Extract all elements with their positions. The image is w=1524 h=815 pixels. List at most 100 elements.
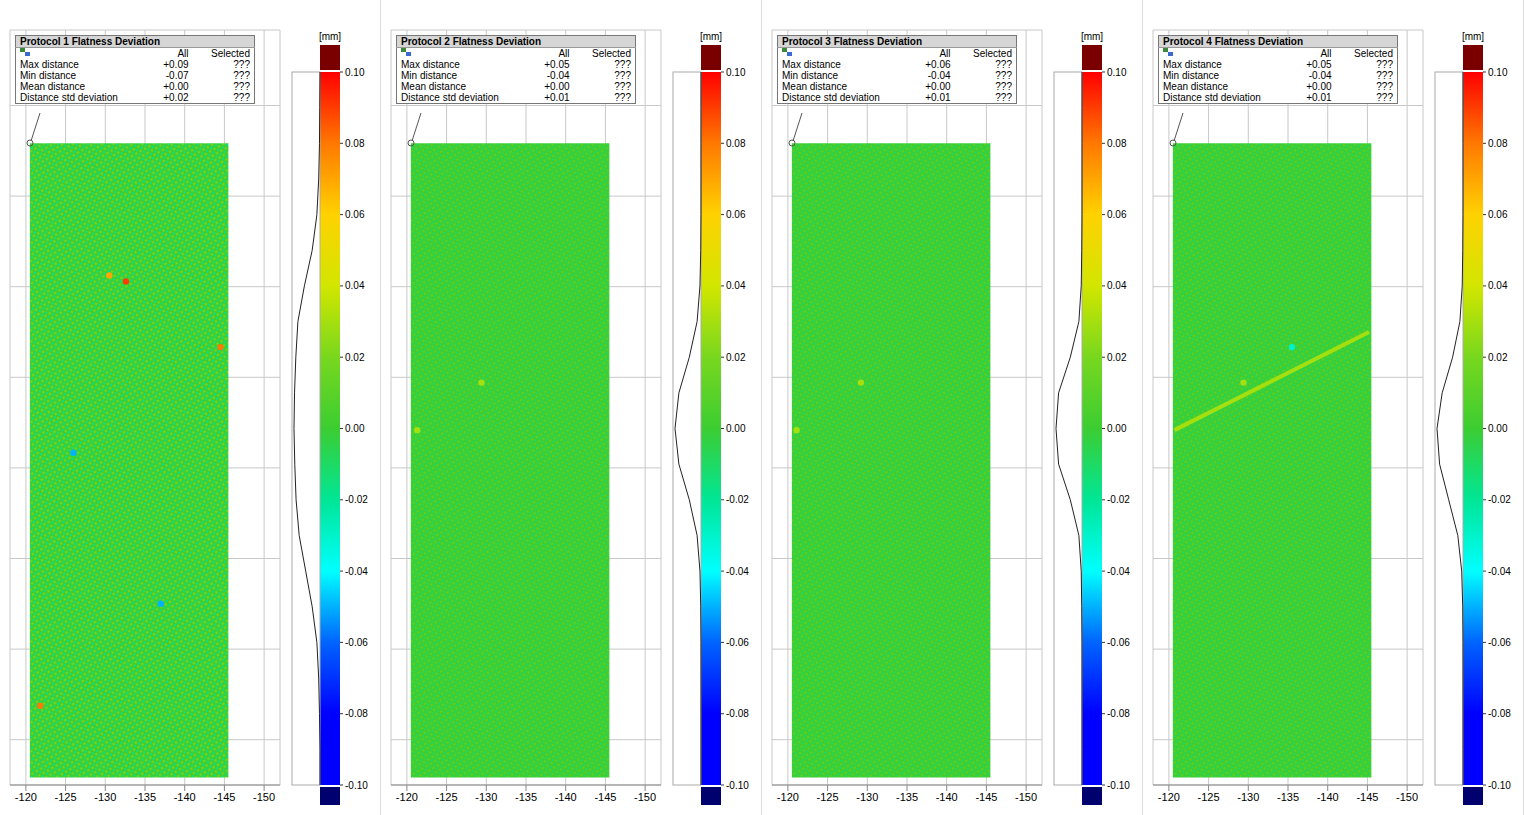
svg-text:0.06: 0.06 [345,209,365,220]
html-text:Selected: Selected [592,48,631,59]
svg-text:0.04: 0.04 [1488,280,1508,291]
svg-text:0.02: 0.02 [726,352,746,363]
svg-text:-130: -130 [94,791,116,803]
svg-text:-150: -150 [253,791,275,803]
svg-text:[mm]: [mm] [1462,31,1484,42]
svg-text:-0.04: -0.04 [345,566,368,577]
svg-text:-125: -125 [817,791,839,803]
svg-text:-150: -150 [1396,791,1418,803]
html-text:+0.00: +0.00 [544,81,570,92]
svg-text:-130: -130 [475,791,497,803]
svg-text:-0.08: -0.08 [1107,708,1130,719]
svg-text:-0.10: -0.10 [1107,780,1130,791]
html-text:Min distance: Min distance [401,70,458,81]
svg-text:-125: -125 [55,791,77,803]
html-text:Mean distance: Mean distance [20,81,85,92]
svg-text:-120: -120 [15,791,37,803]
svg-text:0.02: 0.02 [1488,352,1508,363]
html-text:Min distance: Min distance [20,70,77,81]
svg-text:0.06: 0.06 [1488,209,1508,220]
html-text:All: All [177,48,189,59]
svg-text:-0.06: -0.06 [1107,637,1130,648]
svg-text:-0.06: -0.06 [345,637,368,648]
svg-text:0.08: 0.08 [345,138,365,149]
svg-text:-0.10: -0.10 [1488,780,1511,791]
svg-text:-140: -140 [555,791,577,803]
svg-text:-145: -145 [1356,791,1378,803]
html-text:Selected: Selected [211,48,250,59]
svg-text:0.10: 0.10 [726,67,746,78]
svg-text:0.02: 0.02 [345,352,365,363]
svg-text:0.04: 0.04 [345,280,365,291]
svg-text:-0.04: -0.04 [1488,566,1511,577]
svg-text:-140: -140 [1317,791,1339,803]
html-text:+0.02: +0.02 [163,92,189,103]
html-text:Protocol 1 Flatness Deviation: Protocol 1 Flatness Deviation [20,36,160,47]
svg-text:-0.02: -0.02 [1488,494,1511,505]
svg-text:-0.06: -0.06 [1488,637,1511,648]
svg-text:-120: -120 [777,791,799,803]
svg-text:-0.08: -0.08 [345,708,368,719]
svg-text:[mm]: [mm] [1081,31,1103,42]
svg-text:0.10: 0.10 [345,67,365,78]
html-text:+0.09: +0.09 [163,59,189,70]
svg-text:0.08: 0.08 [1107,138,1127,149]
svg-text:-140: -140 [936,791,958,803]
svg-text:-0.06: -0.06 [726,637,749,648]
html-text:+0.05: +0.05 [544,59,570,70]
svg-text:-130: -130 [1237,791,1259,803]
svg-text:-140: -140 [174,791,196,803]
svg-text:0.06: 0.06 [1107,209,1127,220]
svg-text:-125: -125 [1198,791,1220,803]
html-text:-0.04: -0.04 [546,70,570,81]
html-text:+0.00: +0.00 [163,81,189,92]
html-text:Max distance: Max distance [20,59,79,70]
svg-text:-0.04: -0.04 [726,566,749,577]
svg-text:-0.02: -0.02 [1107,494,1130,505]
svg-text:-150: -150 [634,791,656,803]
html-text:Protocol 2 Flatness Deviation: Protocol 2 Flatness Deviation [401,36,541,47]
svg-text:0.08: 0.08 [1488,138,1508,149]
svg-text:-120: -120 [396,791,418,803]
svg-text:0.06: 0.06 [726,209,746,220]
svg-text:-135: -135 [515,791,537,803]
svg-text:0.00: 0.00 [1488,423,1508,434]
svg-text:0.04: 0.04 [726,280,746,291]
svg-text:[mm]: [mm] [319,31,341,42]
html-text:Mean distance: Mean distance [401,81,466,92]
html-text:All: All [558,48,570,59]
svg-text:0.08: 0.08 [726,138,746,149]
svg-text:0.00: 0.00 [726,423,746,434]
svg-text:-135: -135 [134,791,156,803]
svg-text:-130: -130 [856,791,878,803]
html-text:Protocol 3 Flatness Deviation: Protocol 3 Flatness Deviation [782,36,922,47]
svg-text:0.10: 0.10 [1488,67,1508,78]
svg-text:-150: -150 [1015,791,1037,803]
html-text:+0.01: +0.01 [544,92,570,103]
html-text:Distance std deviation: Distance std deviation [401,92,499,103]
svg-text:-0.10: -0.10 [726,780,749,791]
svg-text:-135: -135 [896,791,918,803]
html-text:Distance std deviation: Distance std deviation [20,92,118,103]
html-text:All: All [939,48,951,59]
svg-text:-120: -120 [1158,791,1180,803]
svg-text:-145: -145 [975,791,997,803]
svg-text:-0.08: -0.08 [1488,708,1511,719]
html-text:-0.07: -0.07 [165,70,189,81]
svg-text:0.04: 0.04 [1107,280,1127,291]
svg-text:-0.10: -0.10 [345,780,368,791]
svg-text:0.00: 0.00 [1107,423,1127,434]
svg-text:-0.08: -0.08 [726,708,749,719]
svg-text:-125: -125 [436,791,458,803]
svg-text:-0.02: -0.02 [345,494,368,505]
svg-text:-145: -145 [594,791,616,803]
svg-text:0.00: 0.00 [345,423,365,434]
svg-text:-135: -135 [1277,791,1299,803]
svg-text:-0.02: -0.02 [726,494,749,505]
svg-text:[mm]: [mm] [700,31,722,42]
svg-text:0.02: 0.02 [1107,352,1127,363]
svg-text:-0.04: -0.04 [1107,566,1130,577]
svg-text:0.10: 0.10 [1107,67,1127,78]
svg-text:-145: -145 [213,791,235,803]
html-text:Max distance: Max distance [401,59,460,70]
